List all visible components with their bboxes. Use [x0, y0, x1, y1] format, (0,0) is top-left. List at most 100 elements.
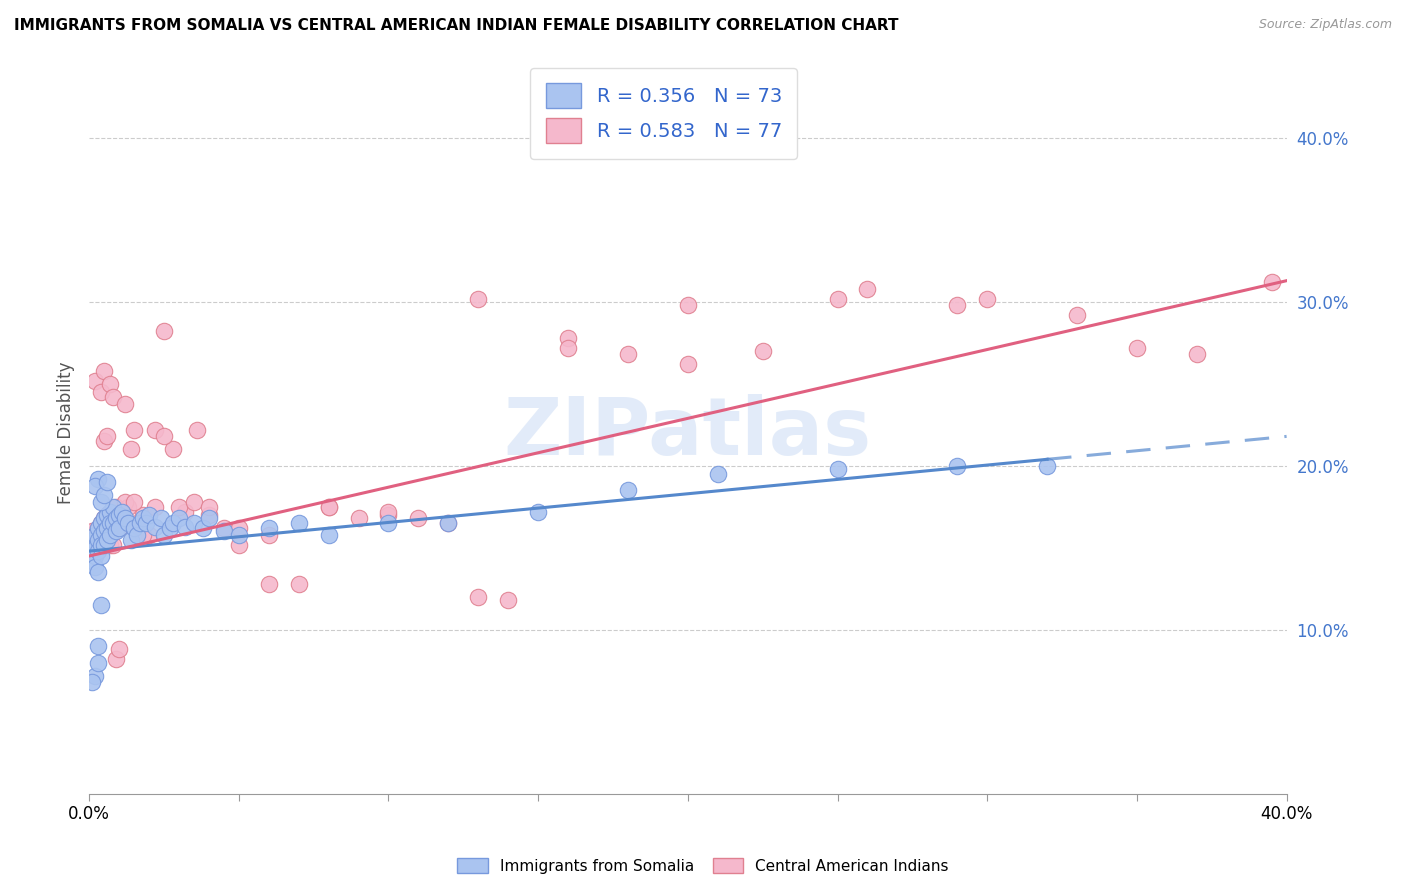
Point: [108, 521, 131, 535]
Point: [287, 577, 309, 591]
Point: [143, 500, 166, 514]
Point: [80, 544, 103, 558]
Text: ZIPatlas: ZIPatlas: [503, 394, 872, 472]
Point: [93, 537, 115, 551]
Point: [105, 511, 128, 525]
Point: [135, 516, 157, 531]
Point: [90, 495, 112, 509]
Point: [437, 516, 460, 531]
Point: [198, 500, 221, 514]
Point: [318, 500, 340, 514]
Point: [93, 434, 115, 449]
Point: [132, 527, 155, 541]
Point: [114, 511, 136, 525]
Point: [96, 429, 118, 443]
Point: [84, 541, 107, 555]
Point: [90, 516, 112, 531]
Point: [84, 478, 107, 492]
Point: [93, 488, 115, 502]
Point: [101, 505, 124, 519]
Point: [80, 675, 103, 690]
Point: [138, 508, 160, 522]
Point: [87, 639, 110, 653]
Point: [87, 656, 110, 670]
Point: [212, 524, 235, 539]
Point: [132, 511, 155, 525]
Point: [138, 527, 160, 541]
Point: [101, 500, 124, 514]
Point: [87, 533, 110, 547]
Point: [287, 516, 309, 531]
Legend: Immigrants from Somalia, Central American Indians: Immigrants from Somalia, Central America…: [451, 852, 955, 880]
Point: [84, 527, 107, 541]
Point: [318, 500, 340, 514]
Point: [84, 527, 107, 541]
Point: [198, 508, 221, 522]
Point: [90, 527, 112, 541]
Point: [1036, 458, 1059, 473]
Point: [257, 577, 280, 591]
Text: Source: ZipAtlas.com: Source: ZipAtlas.com: [1258, 18, 1392, 31]
Point: [257, 521, 280, 535]
Point: [93, 364, 115, 378]
Point: [108, 511, 131, 525]
Point: [377, 508, 399, 522]
Point: [122, 495, 145, 509]
Legend: R = 0.356   N = 73, R = 0.583   N = 77: R = 0.356 N = 73, R = 0.583 N = 77: [530, 68, 797, 159]
Point: [167, 511, 190, 525]
Point: [108, 521, 131, 535]
Point: [98, 516, 121, 531]
Point: [90, 598, 112, 612]
Point: [98, 376, 121, 391]
Point: [228, 537, 250, 551]
Point: [98, 527, 121, 541]
Point: [198, 511, 221, 525]
Point: [96, 508, 118, 522]
Point: [101, 390, 124, 404]
Point: [93, 524, 115, 539]
Point: [84, 560, 107, 574]
Point: [96, 521, 118, 535]
Point: [105, 652, 128, 666]
Point: [98, 537, 121, 551]
Point: [162, 516, 184, 531]
Point: [108, 642, 131, 657]
Point: [111, 505, 134, 519]
Point: [96, 521, 118, 535]
Point: [557, 341, 579, 355]
Point: [173, 505, 195, 519]
Point: [90, 549, 112, 563]
Point: [98, 505, 121, 519]
Point: [617, 347, 640, 361]
Point: [114, 396, 136, 410]
Point: [212, 521, 235, 535]
Point: [111, 505, 134, 519]
Point: [101, 516, 124, 531]
Point: [87, 472, 110, 486]
Point: [90, 385, 112, 400]
Point: [143, 423, 166, 437]
Point: [173, 519, 195, 533]
Point: [676, 298, 699, 312]
Point: [93, 511, 115, 525]
Point: [101, 537, 124, 551]
Point: [557, 331, 579, 345]
Point: [96, 475, 118, 490]
Text: IMMIGRANTS FROM SOMALIA VS CENTRAL AMERICAN INDIAN FEMALE DISABILITY CORRELATION: IMMIGRANTS FROM SOMALIA VS CENTRAL AMERI…: [14, 18, 898, 33]
Point: [80, 524, 103, 539]
Point: [129, 516, 152, 531]
Point: [114, 495, 136, 509]
Point: [125, 516, 148, 531]
Point: [167, 500, 190, 514]
Point: [467, 590, 489, 604]
Point: [153, 325, 176, 339]
Point: [153, 429, 176, 443]
Point: [946, 298, 969, 312]
Point: [377, 505, 399, 519]
Point: [191, 521, 214, 535]
Point: [90, 516, 112, 531]
Point: [122, 423, 145, 437]
Point: [84, 549, 107, 563]
Point: [105, 500, 128, 514]
Point: [105, 524, 128, 539]
